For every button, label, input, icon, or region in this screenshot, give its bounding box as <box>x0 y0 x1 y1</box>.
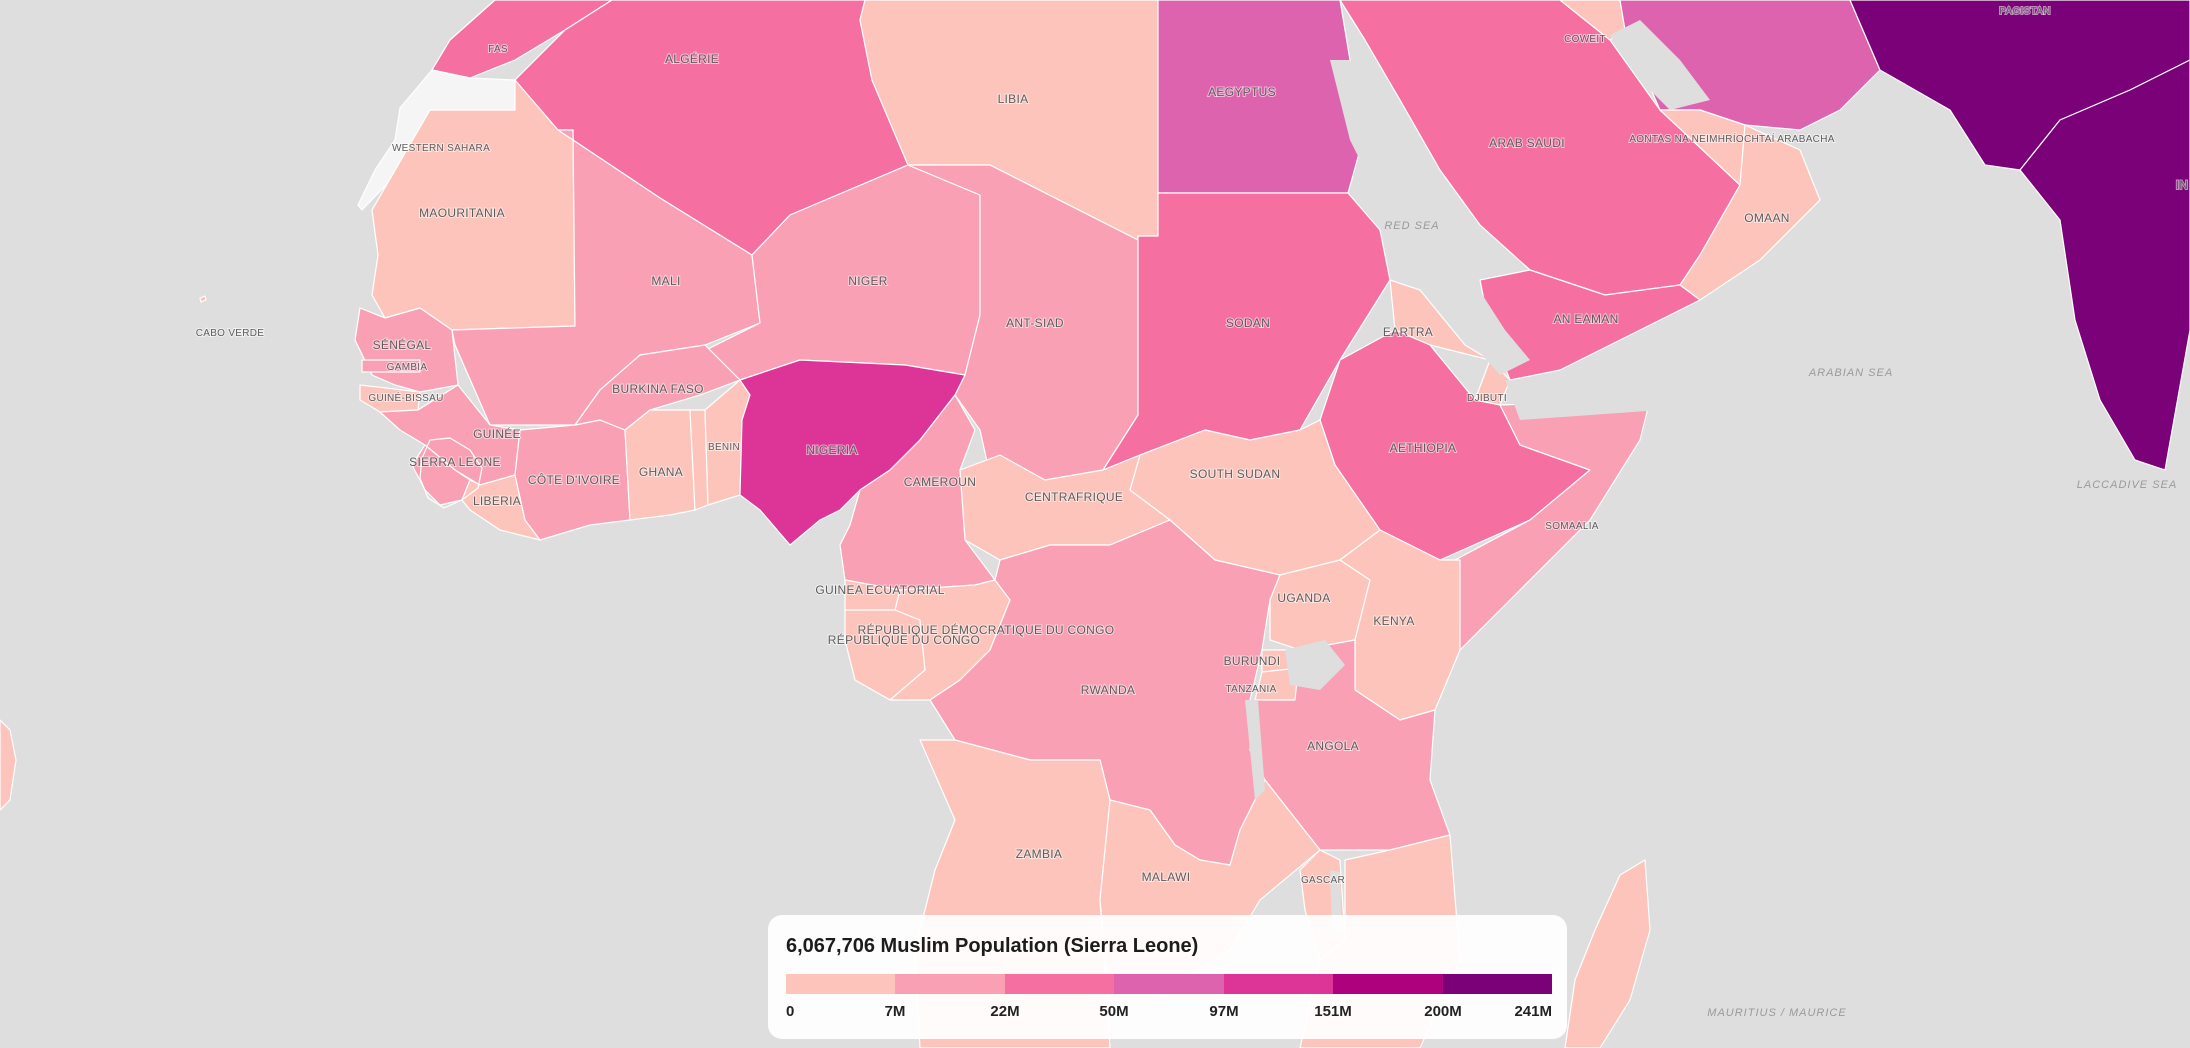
legend-swatch <box>1442 974 1552 994</box>
legend-color-scale <box>786 974 1552 994</box>
lake-tanganyika <box>1245 700 1265 800</box>
sea-label: MAURITIUS / MAURICE <box>1707 1007 1846 1019</box>
sea-label: RED SEA <box>1384 220 1439 232</box>
country-label: CAMEROUN <box>904 475 976 489</box>
legend-swatch <box>786 974 896 994</box>
country-label: ANT-SIAD <box>1006 316 1064 330</box>
country-label: MALI <box>651 274 680 288</box>
legend-tick: 151M <box>1314 1003 1352 1020</box>
country-label: MALAWI <box>1142 870 1191 884</box>
country-label: RWANDA <box>1081 683 1135 697</box>
country-label: BURUNDI <box>1224 654 1281 668</box>
country-label: AONTAS NA NEIMHRÍOCHTAÍ ARABACHA <box>1629 132 1834 145</box>
country-label: ARAB SAUDI <box>1489 136 1565 150</box>
country-label: COWEIT <box>1564 34 1606 45</box>
country-label: UGANDA <box>1277 591 1330 605</box>
legend-swatch <box>1333 974 1443 994</box>
country-label: WESTERN SAHARA <box>392 143 490 154</box>
country-label: BURKINA FASO <box>612 382 704 396</box>
country-label: SODAN <box>1226 316 1270 330</box>
country-uganda[interactable] <box>1269 559 1371 651</box>
country-label: RÉPUBLIQUE DU CONGO <box>828 632 980 647</box>
country-label: GHANA <box>639 465 683 479</box>
selected-country-outline <box>419 437 483 509</box>
legend-tick: 7M <box>884 1003 906 1020</box>
legend-tick: 200M <box>1424 1003 1462 1020</box>
legend-panel: 6,067,706 Muslim Population (Sierra Leon… <box>768 915 1567 1039</box>
country-label: SÉNÉGAL <box>373 337 432 352</box>
country-label: ANGOLA <box>1307 739 1359 753</box>
legend-tick: 241M <box>1514 1003 1552 1020</box>
country-label: GUINEA ECUATORIAL <box>815 583 944 597</box>
country-label: SIERRA LEONE <box>409 455 501 469</box>
legend-title: 6,067,706 Muslim Population (Sierra Leon… <box>786 935 1199 957</box>
lake-victoria <box>1285 640 1345 690</box>
country-label: AEGYPTUS <box>1208 85 1276 99</box>
country-label: IN <box>2176 178 2189 192</box>
country-label: RÉPUBLIQUE DÉMOCRATIQUE DU CONGO <box>858 622 1115 637</box>
legend-swatch <box>1004 974 1115 994</box>
sea-label: LACCADIVE SEA <box>2077 479 2177 491</box>
legend-tick: 50M <box>1099 1003 1129 1020</box>
country-label: AN EAMAN <box>1553 312 1618 326</box>
sea-label: ARABIAN SEA <box>1808 367 1893 379</box>
gulf-of-aden <box>1505 380 1660 420</box>
country-gambia[interactable] <box>361 359 421 373</box>
country-labels: FAS ALGÉRIE LIBIA AEGYPTUS WESTERN SAHAR… <box>195 5 2189 1019</box>
country-cameroon[interactable] <box>839 394 996 591</box>
legend-tick: 22M <box>990 1003 1020 1020</box>
legend-swatch <box>1223 974 1334 994</box>
country-label: KENYA <box>1373 614 1414 628</box>
legend-tick: 0 <box>786 1003 795 1020</box>
country-label: CABO VERDE <box>196 328 265 339</box>
country-label: FAS <box>488 44 508 55</box>
country-label: EARTRA <box>1383 325 1433 339</box>
legend-swatch <box>895 974 1005 994</box>
country-label: TANZANIA <box>1225 684 1276 695</box>
country-label: OMAAN <box>1744 211 1790 225</box>
country-label: GAMBIA <box>387 362 428 373</box>
country-label: BENIN <box>708 442 740 453</box>
country-label: NIGERIA <box>806 443 857 457</box>
country-label: MAOURITANIA <box>419 206 505 220</box>
country-label: CÔTE D'IVOIRE <box>528 472 620 487</box>
country-label: GASCAR <box>1301 875 1345 886</box>
legend-tick: 97M <box>1209 1003 1239 1020</box>
country-label: GUINÉE <box>473 426 521 441</box>
country-label: AETHIOPIA <box>1390 441 1457 455</box>
country-madagascar[interactable] <box>1564 859 1651 1048</box>
country-partial-left[interactable] <box>0 719 17 811</box>
country-label: ZAMBIA <box>1016 847 1062 861</box>
country-car[interactable] <box>959 454 1171 561</box>
legend-swatch <box>1114 974 1224 994</box>
country-label: ALGÉRIE <box>665 51 719 66</box>
persian-gulf <box>1610 20 1710 110</box>
country-label: SOMAALIA <box>1545 521 1599 532</box>
country-sierra-leone[interactable] <box>411 444 471 506</box>
country-india[interactable] <box>2019 59 2190 471</box>
country-label: DJIBUTI <box>1467 393 1507 404</box>
country-burkina-faso[interactable] <box>574 344 741 431</box>
country-cabo-verde[interactable] <box>199 295 207 303</box>
country-label: NIGER <box>848 274 888 288</box>
red-sea <box>1330 60 1530 375</box>
country-label: CENTRAFRIQUE <box>1025 490 1123 504</box>
country-label: LIBIA <box>998 92 1029 106</box>
country-label: PAGISTAN <box>1999 6 2050 17</box>
country-label: SOUTH SUDAN <box>1190 467 1281 481</box>
country-label: LIBERIA <box>473 494 521 508</box>
country-label: GUINÉ-BISSAU <box>368 391 443 404</box>
legend-tick-labels: 0 7M 22M 50M 97M 151M 200M 241M <box>786 1003 1552 1025</box>
